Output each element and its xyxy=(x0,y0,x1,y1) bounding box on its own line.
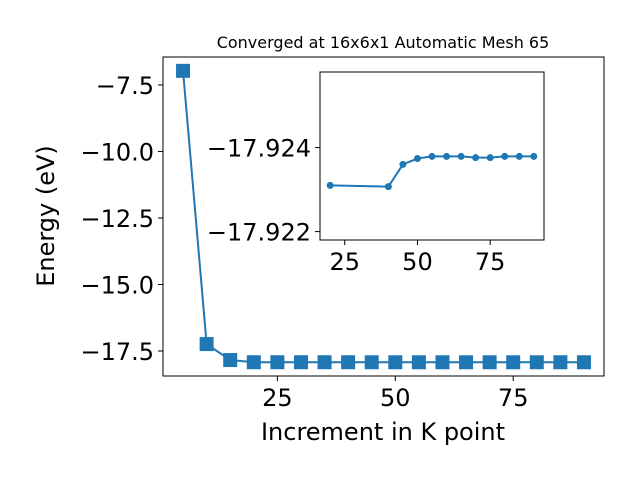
axes-frame xyxy=(162,56,605,377)
marker xyxy=(246,355,261,370)
marker xyxy=(293,355,308,370)
x-axis-label: Increment in K point xyxy=(261,418,505,446)
y-tick-label: −17.5 xyxy=(80,338,154,366)
x-tick-label: 25 xyxy=(262,384,293,412)
y-tick-label: −12.5 xyxy=(80,205,154,233)
marker xyxy=(364,355,379,370)
chart-title: Converged at 16x6x1 Automatic Mesh 65 xyxy=(217,33,550,52)
y-tick-label: −17.924 xyxy=(207,135,311,163)
marker xyxy=(482,355,497,370)
marker xyxy=(411,355,426,370)
marker xyxy=(341,355,356,370)
marker xyxy=(435,355,450,370)
x-tick-label: 75 xyxy=(475,248,506,276)
marker xyxy=(529,355,544,370)
y-axis-label: Energy (eV) xyxy=(32,145,60,287)
marker xyxy=(223,353,238,368)
marker xyxy=(270,355,285,370)
marker xyxy=(399,160,407,168)
marker xyxy=(326,181,334,189)
x-tick-label: 75 xyxy=(498,384,529,412)
marker xyxy=(459,355,474,370)
marker xyxy=(472,154,480,162)
marker xyxy=(501,152,509,160)
y-tick-label: −15.0 xyxy=(80,271,154,299)
y-tick-label: −17.922 xyxy=(207,219,311,247)
y-tick-label: −10.0 xyxy=(80,138,154,166)
marker xyxy=(506,355,521,370)
marker xyxy=(199,337,214,352)
y-tick-label: −7.5 xyxy=(96,72,154,100)
marker xyxy=(486,154,494,162)
x-tick-label: 50 xyxy=(402,248,433,276)
marker xyxy=(384,183,392,191)
marker xyxy=(576,355,591,370)
marker xyxy=(443,152,451,160)
marker xyxy=(413,155,421,163)
axes-frame xyxy=(319,71,545,241)
marker xyxy=(428,152,436,160)
marker xyxy=(317,355,332,370)
x-tick-label: 50 xyxy=(380,384,411,412)
marker xyxy=(515,152,523,160)
marker xyxy=(388,355,403,370)
marker xyxy=(176,63,191,78)
marker xyxy=(553,355,568,370)
marker xyxy=(530,152,538,160)
x-tick-label: 25 xyxy=(329,248,360,276)
marker xyxy=(457,152,465,160)
